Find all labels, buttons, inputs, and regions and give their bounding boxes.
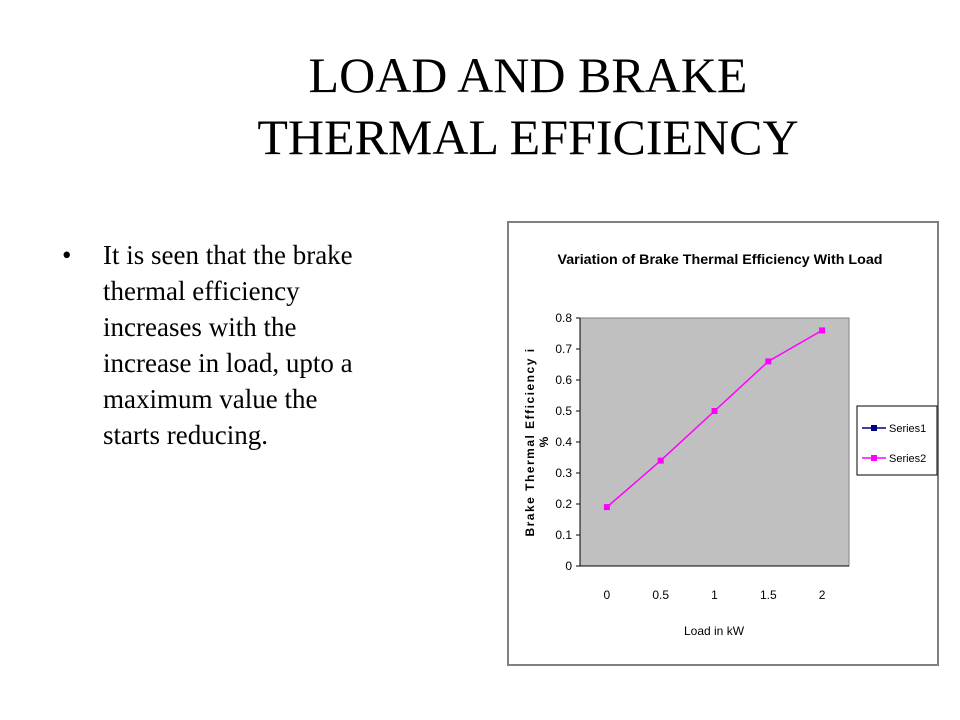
chart-title: Variation of Brake Thermal Efficiency Wi…: [558, 251, 883, 267]
x-tick-label: 1: [711, 588, 718, 602]
y-axis-label: %: [537, 436, 551, 447]
y-tick-label: 0.2: [555, 497, 572, 511]
legend-label: Series2: [889, 453, 926, 465]
bullet-line: thermal efficiency: [103, 276, 300, 306]
bullet-text: It is seen that the brake thermal efficie…: [103, 240, 353, 450]
bullet-line: starts reducing.: [103, 420, 268, 450]
legend-box: [856, 405, 938, 476]
y-tick-label: 0.5: [555, 404, 572, 418]
bullet-line: It is seen that the brake: [103, 240, 353, 270]
plot-area: [579, 317, 850, 567]
slide-title: LOAD AND BRAKE: [309, 47, 748, 103]
point-marker: [711, 408, 718, 414]
y-tick-label: 0.3: [555, 466, 572, 480]
bullet-dot: •: [62, 240, 71, 270]
y-tick-label: 0.6: [555, 373, 572, 387]
legend-marker: [871, 425, 877, 431]
legend-marker: [871, 455, 877, 461]
x-tick-label: 0.5: [652, 588, 669, 602]
x-axis-label: Load in kW: [684, 624, 745, 638]
point-marker: [765, 358, 772, 365]
y-tick-label: 0.8: [555, 311, 572, 325]
y-tick-label: 0.7: [555, 342, 572, 356]
point-marker: [603, 504, 610, 511]
y-tick-label: 0: [565, 559, 572, 573]
bullet-line: maximum value the: [103, 384, 317, 414]
point-marker: [819, 327, 826, 334]
x-tick-label: 0: [604, 588, 611, 602]
chart: Variation of Brake Thermal Efficiency Wi…: [523, 251, 938, 638]
x-tick-label: 2: [819, 588, 826, 602]
bullet-line: increase in load, upto a: [103, 348, 353, 378]
x-tick-label: 1.5: [760, 588, 777, 602]
slide-title: THERMAL EFFICIENCY: [257, 109, 798, 165]
y-axis-label: Brake Thermal Efficiency i: [523, 347, 537, 536]
point-marker: [657, 457, 664, 464]
legend-label: Series1: [889, 423, 926, 435]
bullet-line: increases with the: [103, 312, 296, 342]
y-tick-label: 0.1: [555, 528, 572, 542]
y-tick-label: 0.4: [555, 435, 572, 449]
